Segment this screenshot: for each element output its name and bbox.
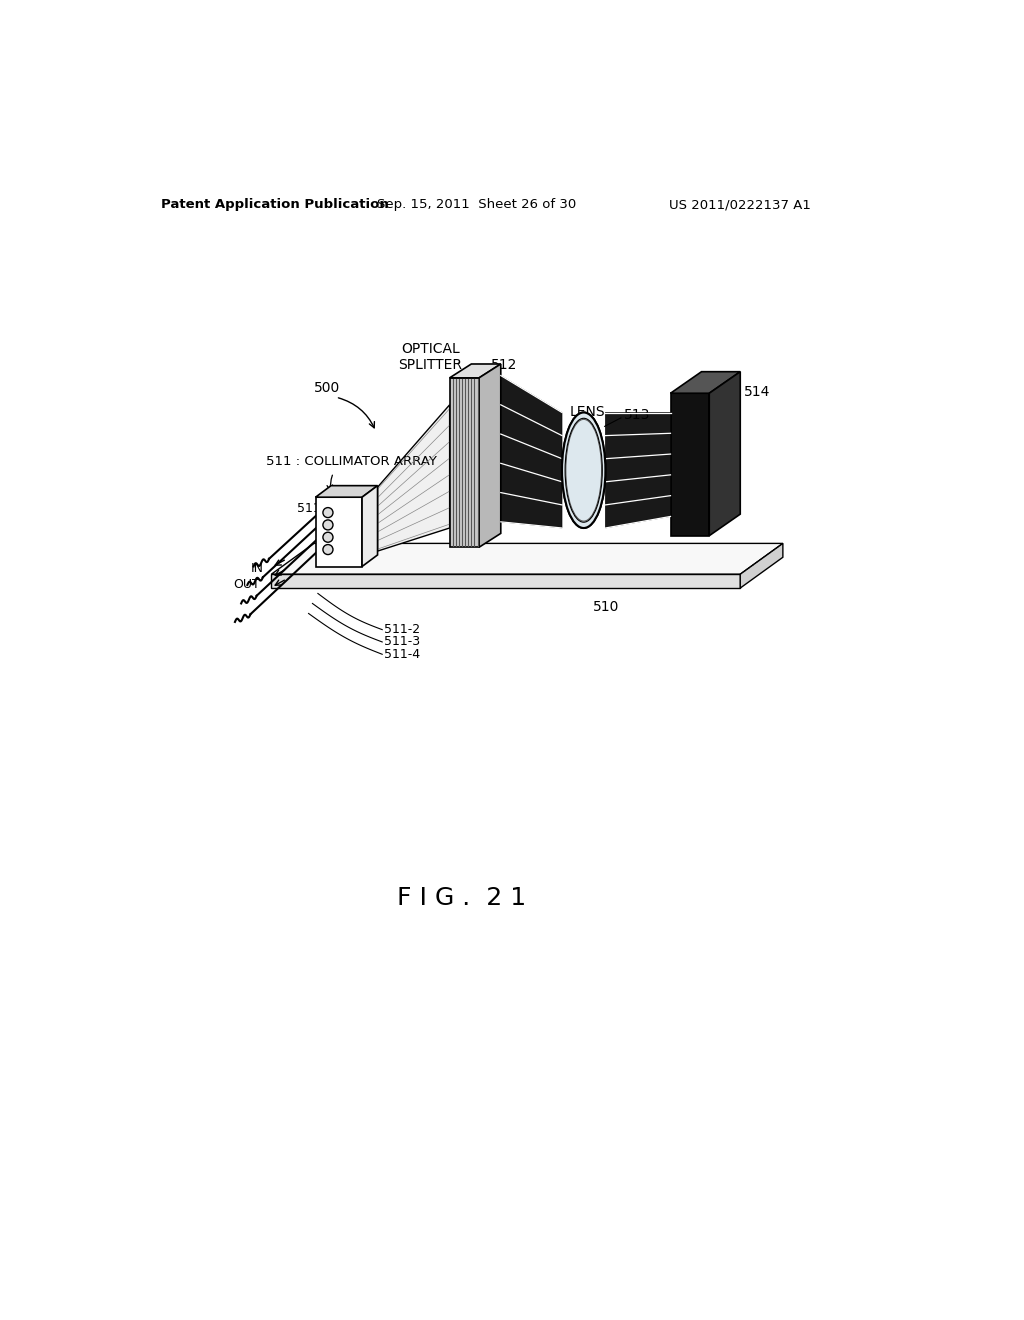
Polygon shape <box>271 544 783 574</box>
Circle shape <box>323 520 333 529</box>
Text: LENS: LENS <box>569 405 605 420</box>
Text: 511-1: 511-1 <box>297 502 333 515</box>
Circle shape <box>323 532 333 543</box>
Ellipse shape <box>562 412 605 528</box>
Text: OUT: OUT <box>233 578 260 591</box>
Text: Patent Application Publication: Patent Application Publication <box>162 198 389 211</box>
Text: 510: 510 <box>593 599 620 614</box>
Text: OPTICAL
SPLITTER: OPTICAL SPLITTER <box>398 342 462 372</box>
Polygon shape <box>450 364 501 378</box>
Circle shape <box>323 545 333 554</box>
Text: 514: 514 <box>744 384 770 399</box>
Polygon shape <box>315 498 362 566</box>
Circle shape <box>323 508 333 517</box>
Polygon shape <box>740 544 783 589</box>
Text: 512: 512 <box>490 358 517 372</box>
Text: F I G .  2 1: F I G . 2 1 <box>396 886 525 909</box>
Polygon shape <box>378 405 450 552</box>
Ellipse shape <box>562 412 605 528</box>
Polygon shape <box>315 486 378 498</box>
Text: 500: 500 <box>314 381 340 395</box>
Polygon shape <box>362 486 378 566</box>
Polygon shape <box>605 412 671 528</box>
Polygon shape <box>501 376 562 528</box>
Polygon shape <box>671 372 740 393</box>
Text: 513: 513 <box>624 408 650 422</box>
Text: 511-3: 511-3 <box>384 635 420 648</box>
Polygon shape <box>271 574 740 589</box>
Text: 511-4: 511-4 <box>384 648 420 661</box>
Polygon shape <box>710 372 740 536</box>
Polygon shape <box>671 393 710 536</box>
Text: 511-2: 511-2 <box>384 623 420 636</box>
Text: US 2011/0222137 A1: US 2011/0222137 A1 <box>670 198 811 211</box>
Polygon shape <box>450 378 479 548</box>
Text: IN: IN <box>251 562 263 576</box>
Polygon shape <box>479 364 501 548</box>
Text: Sep. 15, 2011  Sheet 26 of 30: Sep. 15, 2011 Sheet 26 of 30 <box>377 198 577 211</box>
Text: 511 : COLLIMATOR ARRAY: 511 : COLLIMATOR ARRAY <box>266 454 437 467</box>
